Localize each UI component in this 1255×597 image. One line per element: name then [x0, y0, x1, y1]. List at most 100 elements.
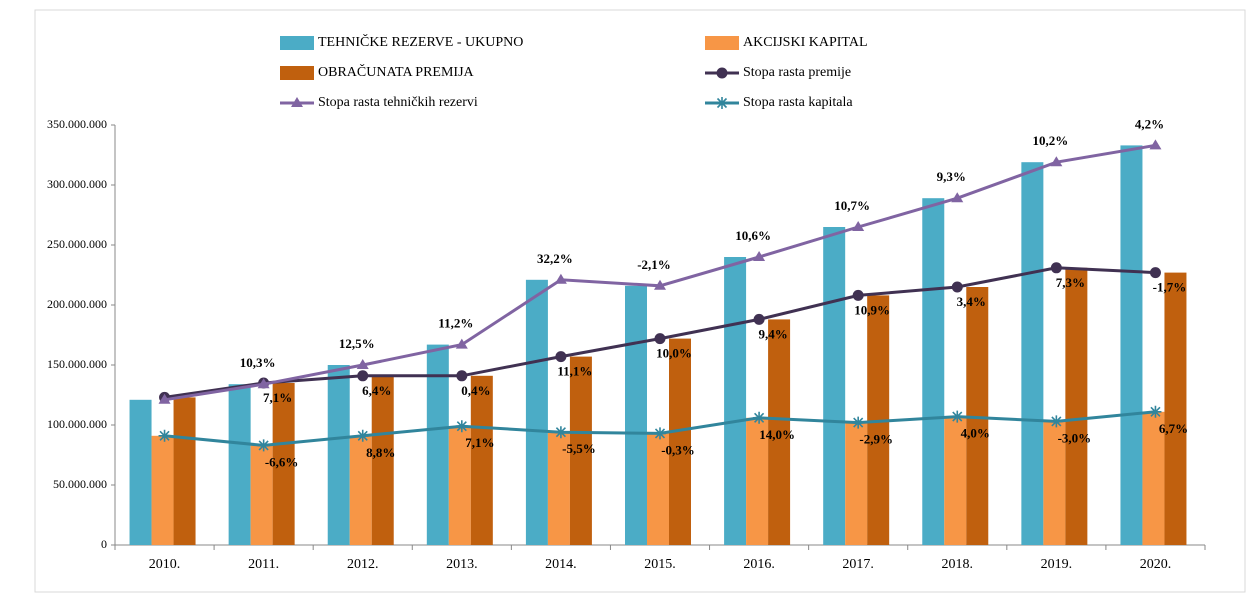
data-label: 9,3% — [937, 169, 966, 184]
bar — [1021, 162, 1044, 545]
line-marker — [257, 439, 270, 452]
data-label: 8,8% — [366, 445, 395, 460]
x-tick-label: 2014. — [545, 557, 577, 572]
data-label: 7,1% — [465, 435, 494, 450]
bar — [746, 417, 769, 545]
x-tick-label: 2018. — [942, 557, 974, 572]
line-marker — [753, 313, 765, 325]
bar — [1120, 145, 1143, 545]
legend-swatch — [280, 66, 314, 80]
line-marker — [455, 338, 468, 349]
bar — [569, 356, 592, 545]
bar — [1164, 272, 1187, 545]
y-tick-label: 200.000.000 — [47, 297, 107, 311]
line-marker — [753, 251, 766, 261]
data-label: 14,0% — [759, 427, 795, 442]
y-tick-label: 250.000.000 — [47, 237, 107, 251]
legend-label: Stopa rasta tehničkih rezervi — [318, 95, 478, 110]
data-label: 6,4% — [362, 383, 391, 398]
data-label: 7,1% — [263, 390, 292, 405]
bar — [823, 227, 846, 545]
line-marker — [554, 273, 567, 284]
x-tick-label: 2017. — [842, 557, 874, 572]
data-label: 7,3% — [1056, 275, 1085, 290]
bar — [250, 445, 273, 545]
bar — [547, 432, 570, 545]
bar — [525, 279, 548, 545]
bar — [426, 344, 449, 545]
data-label: -3,0% — [1058, 430, 1092, 445]
data-label: 10,6% — [735, 228, 771, 243]
line-marker — [158, 429, 171, 442]
y-tick-label: 0 — [101, 537, 107, 551]
data-label: 4,0% — [961, 426, 990, 441]
bar — [724, 257, 747, 545]
data-label: -2,1% — [637, 257, 671, 272]
bar — [966, 287, 989, 545]
line-marker — [257, 378, 270, 389]
legend-marker — [716, 97, 728, 109]
y-tick-label: 300.000.000 — [47, 177, 107, 191]
line-marker — [1050, 415, 1063, 428]
line-marker — [654, 333, 666, 345]
bar — [272, 383, 295, 545]
data-label: -6,6% — [265, 454, 299, 469]
line-marker — [1149, 405, 1162, 418]
bar — [228, 384, 251, 545]
bar — [845, 422, 868, 545]
line-marker — [852, 416, 865, 429]
bar — [922, 198, 945, 545]
line-marker — [951, 410, 964, 423]
line-marker — [654, 279, 666, 290]
data-label: 10,7% — [834, 198, 870, 213]
x-tick-label: 2015. — [644, 557, 676, 572]
bar — [470, 375, 493, 545]
line-marker — [456, 370, 468, 382]
x-tick-label: 2013. — [446, 557, 478, 572]
bar — [371, 375, 394, 545]
data-label: 11,1% — [557, 364, 592, 379]
line-marker — [1050, 156, 1063, 167]
y-tick-label: 50.000.000 — [53, 477, 107, 491]
line-marker — [158, 393, 171, 404]
bar — [1065, 267, 1088, 545]
x-tick-label: 2010. — [149, 557, 181, 572]
y-tick-label: 350.000.000 — [47, 117, 107, 131]
data-label: -1,7% — [1153, 280, 1187, 295]
x-tick-label: 2019. — [1041, 557, 1073, 572]
data-label: 32,2% — [537, 251, 573, 266]
legend-swatch — [705, 36, 739, 50]
bar — [944, 416, 967, 545]
data-label: 4,2% — [1135, 116, 1164, 131]
legend-swatch — [280, 36, 314, 50]
legend-label: AKCIJSKI KAPITAL — [743, 35, 868, 50]
line-marker — [554, 426, 567, 439]
data-label: 6,7% — [1159, 421, 1188, 436]
line-marker — [356, 429, 369, 442]
legend-label: Stopa rasta kapitala — [743, 95, 853, 110]
bar — [327, 365, 350, 545]
data-label: 9,4% — [758, 326, 787, 341]
data-label: -5,5% — [562, 441, 596, 456]
bar — [1142, 411, 1165, 545]
line-marker — [555, 351, 567, 363]
x-tick-label: 2012. — [347, 557, 379, 572]
legend-label: OBRAČUNATA PREMIJA — [318, 63, 475, 80]
bar — [768, 319, 791, 545]
line-marker — [951, 281, 963, 293]
bar — [349, 435, 372, 545]
bar — [1043, 421, 1066, 545]
bar — [625, 285, 647, 545]
data-label: 10,0% — [656, 346, 692, 361]
data-label: -0,3% — [661, 442, 695, 457]
bar — [448, 426, 471, 545]
line-marker — [852, 221, 865, 231]
line-marker — [356, 359, 369, 369]
data-label: -2,9% — [859, 432, 893, 447]
line-marker — [1149, 267, 1161, 279]
legend-label: Stopa rasta premije — [743, 65, 851, 80]
line-marker — [654, 427, 666, 440]
bar — [129, 399, 152, 545]
data-label: 3,4% — [957, 294, 986, 309]
